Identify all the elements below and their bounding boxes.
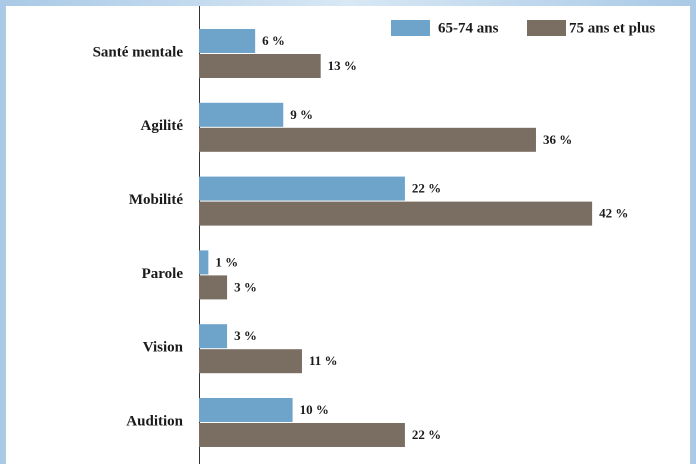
category-label: Audition xyxy=(126,413,183,429)
bar xyxy=(199,201,593,226)
category-label: Santé mentale xyxy=(93,44,184,60)
category-label: Vision xyxy=(143,340,184,356)
value-label: 22 % xyxy=(412,427,441,442)
bar xyxy=(199,324,228,349)
bar xyxy=(199,29,256,53)
legend-swatch xyxy=(527,20,566,36)
legend-label: 75 ans et plus xyxy=(569,20,655,36)
value-label: 10 % xyxy=(300,402,329,417)
bar xyxy=(199,176,405,201)
value-label: 1 % xyxy=(215,254,238,269)
value-label: 6 % xyxy=(262,33,285,48)
value-label: 3 % xyxy=(234,328,257,343)
value-label: 9 % xyxy=(290,107,313,122)
bar xyxy=(199,349,302,374)
legend-label: 65-74 ans xyxy=(438,20,499,36)
value-label: 22 % xyxy=(412,181,441,196)
category-label: Mobilité xyxy=(129,192,183,208)
bar xyxy=(199,423,405,447)
bar xyxy=(199,102,284,127)
value-label: 13 % xyxy=(328,58,357,73)
bar xyxy=(199,398,293,422)
bar xyxy=(199,54,321,78)
plot-background xyxy=(6,6,690,464)
value-label: 3 % xyxy=(234,279,257,294)
category-label: Parole xyxy=(142,266,184,282)
bar xyxy=(199,127,536,152)
value-label: 42 % xyxy=(599,206,628,221)
legend-swatch xyxy=(391,20,430,36)
value-label: 36 % xyxy=(543,132,572,147)
bar xyxy=(199,275,228,300)
category-label: Agilité xyxy=(141,118,184,134)
bar xyxy=(199,250,209,275)
value-label: 11 % xyxy=(309,353,338,368)
